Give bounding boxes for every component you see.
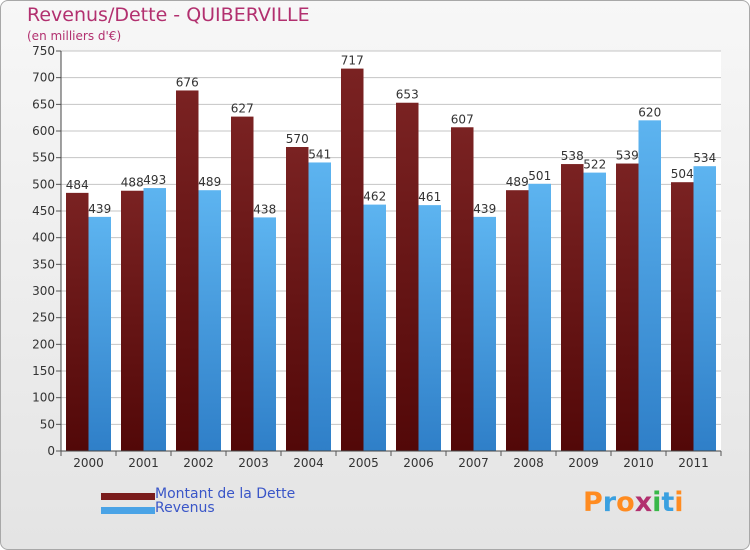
data-label-dette: 607 (451, 112, 474, 126)
bar-dette-2007 (451, 127, 474, 452)
data-label-dette: 570 (286, 132, 309, 146)
data-label-dette: 627 (231, 102, 254, 116)
data-label-dette: 717 (341, 54, 364, 68)
bar-revenus-2011 (693, 166, 716, 451)
data-label-revenus: 541 (308, 147, 331, 161)
bar-dette-2001 (121, 190, 144, 451)
logo-letter: x (634, 487, 653, 518)
x-tick-label: 2000 (73, 456, 104, 470)
data-label-dette: 484 (66, 178, 89, 192)
y-tick-label: 600 (32, 124, 55, 138)
logo-letter: i (674, 487, 684, 518)
y-tick-label: 300 (32, 284, 55, 298)
logo-letter: P (583, 487, 603, 518)
proxiti-logo: Proxiti (583, 487, 684, 518)
logo-letter: o (616, 487, 635, 518)
y-tick-label: 50 (40, 417, 55, 431)
x-tick-label: 2005 (348, 456, 379, 470)
bar-dette-2003 (231, 116, 254, 451)
bar-revenus-2000 (88, 216, 111, 451)
y-tick-label: 700 (32, 71, 55, 85)
y-tick-label: 150 (32, 364, 55, 378)
bar-dette-2004 (286, 147, 309, 451)
bar-revenus-2001 (143, 188, 166, 452)
data-label-revenus: 462 (363, 190, 386, 204)
y-tick-label: 400 (32, 231, 55, 245)
bar-revenus-2003 (253, 217, 276, 451)
legend-label-revenus: Revenus (155, 500, 215, 516)
bar-revenus-2007 (473, 216, 496, 451)
bar-dette-2008 (506, 190, 529, 451)
bar-dette-2011 (671, 182, 694, 451)
legend-swatch-dette (101, 493, 155, 500)
bar-revenus-2002 (198, 190, 221, 451)
data-label-dette: 539 (616, 149, 639, 163)
data-label-dette: 676 (176, 75, 199, 89)
y-tick-label: 200 (32, 337, 55, 351)
data-label-revenus: 493 (143, 173, 166, 187)
data-label-dette: 538 (561, 149, 584, 163)
data-label-dette: 504 (671, 167, 694, 181)
logo-letter: r (602, 487, 617, 518)
data-label-revenus: 501 (528, 169, 551, 183)
x-tick-label: 2004 (293, 456, 324, 470)
legend-swatch-revenus (101, 507, 155, 514)
data-label-revenus: 522 (583, 158, 606, 172)
bar-revenus-2004 (308, 162, 331, 451)
data-label-dette: 653 (396, 88, 419, 102)
y-tick-label: 500 (32, 177, 55, 191)
data-label-dette: 489 (506, 175, 529, 189)
bar-dette-2002 (176, 90, 199, 451)
x-tick-label: 2010 (623, 456, 654, 470)
chart-title: Revenus/Dette - QUIBERVILLE (27, 4, 310, 26)
logo-letter: t (661, 487, 675, 518)
bar-revenus-2010 (638, 120, 661, 451)
data-label-revenus: 620 (638, 105, 661, 119)
data-label-dette: 488 (121, 176, 144, 190)
plot-area (61, 51, 721, 451)
bar-revenus-2006 (418, 205, 441, 451)
bar-revenus-2008 (528, 183, 551, 452)
data-label-revenus: 489 (198, 175, 221, 189)
logo-letter: i (652, 487, 662, 518)
bar-dette-2010 (616, 163, 639, 452)
bar-dette-2009 (561, 164, 584, 452)
y-tick-label: 650 (32, 97, 55, 111)
y-tick-label: 750 (32, 44, 55, 58)
bar-revenus-2009 (583, 172, 606, 451)
x-tick-label: 2002 (183, 456, 214, 470)
data-label-revenus: 438 (253, 202, 276, 216)
data-label-revenus: 439 (473, 202, 496, 216)
bar-dette-2000 (66, 192, 89, 451)
data-label-revenus: 461 (418, 190, 441, 204)
y-tick-label: 450 (32, 204, 55, 218)
y-tick-label: 0 (47, 444, 55, 458)
x-tick-label: 2006 (403, 456, 434, 470)
x-tick-label: 2003 (238, 456, 269, 470)
x-tick-label: 2008 (513, 456, 544, 470)
y-tick-label: 350 (32, 257, 55, 271)
legend-label-dette: Montant de la Dette (155, 486, 296, 502)
x-tick-label: 2001 (128, 456, 159, 470)
y-tick-label: 550 (32, 151, 55, 165)
data-label-revenus: 534 (693, 151, 716, 165)
chart-subtitle: (en milliers d'€) (27, 29, 122, 43)
data-label-revenus: 439 (88, 202, 111, 216)
x-tick-label: 2009 (568, 456, 599, 470)
x-tick-label: 2011 (678, 456, 709, 470)
bar-revenus-2005 (363, 204, 386, 451)
bar-dette-2005 (341, 68, 364, 451)
y-tick-label: 250 (32, 311, 55, 325)
x-tick-label: 2007 (458, 456, 489, 470)
y-tick-label: 100 (32, 391, 55, 405)
bar-dette-2006 (396, 102, 419, 451)
